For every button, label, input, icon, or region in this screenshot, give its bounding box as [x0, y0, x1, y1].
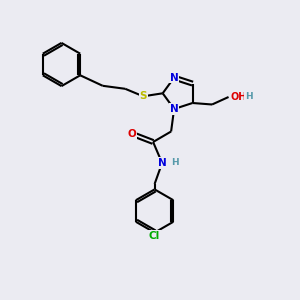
Text: N: N	[158, 158, 167, 168]
Text: H: H	[171, 158, 178, 167]
Text: N: N	[170, 104, 178, 114]
Text: H: H	[245, 92, 253, 101]
Text: OH: OH	[231, 92, 247, 102]
Text: S: S	[140, 91, 147, 101]
Text: N: N	[170, 73, 178, 82]
Text: Cl: Cl	[149, 231, 160, 241]
Text: O: O	[128, 130, 136, 140]
